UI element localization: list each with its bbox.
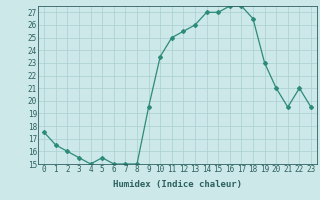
- X-axis label: Humidex (Indice chaleur): Humidex (Indice chaleur): [113, 180, 242, 189]
